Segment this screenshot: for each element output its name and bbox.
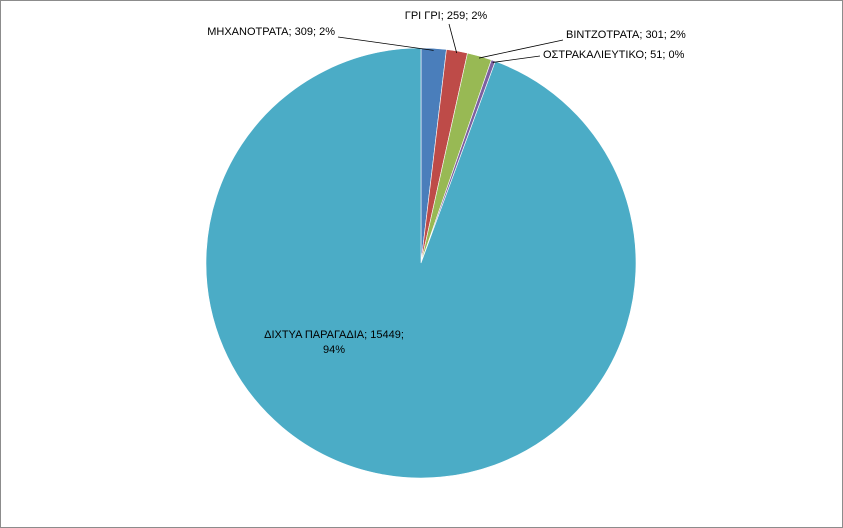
leader-line-1 [448,23,458,54]
leader-line-0 [337,36,434,51]
leader-line-3 [492,55,541,63]
data-label-2: ΒΙΝΤΖΟΤΡΑΤΑ; 301; 2% [566,29,686,41]
data-label-3: ΟΣΤΡΑΚΑΛΙΕΥΤΙΚΟ; 51; 0% [543,49,685,61]
leader-line-2 [478,39,564,59]
data-label-0: ΜΗΧΑΝΟΤΡΑΤΑ; 309; 2% [207,26,335,38]
pie-slice-4 [205,47,637,479]
data-label-1: ΓΡΙ ΓΡΙ; 259; 2% [405,10,488,22]
data-label-4: ΔΙΧΤΥΑ ΠΑΡΑΓΑΔΙΑ; 15449; 94% [264,329,404,356]
